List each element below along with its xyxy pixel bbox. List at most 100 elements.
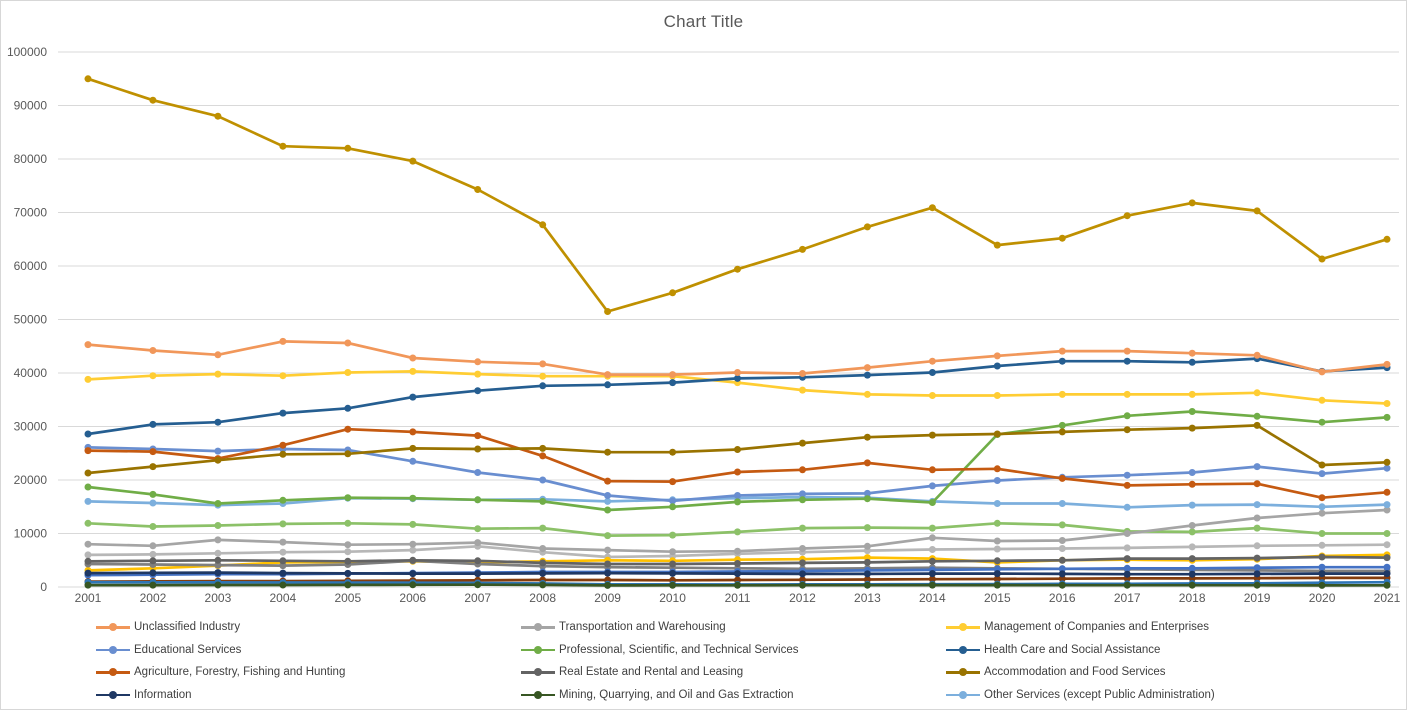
series-marker: [928, 575, 936, 583]
series-marker: [799, 439, 806, 447]
series-marker: [84, 341, 92, 349]
series-marker: [799, 581, 806, 589]
series-marker: [1318, 255, 1326, 263]
series-marker: [993, 537, 1001, 545]
series-marker: [84, 447, 92, 455]
series-marker: [799, 386, 806, 394]
legend-swatch-icon: [521, 622, 555, 632]
series-marker: [993, 392, 1001, 399]
legend-label: Information: [134, 688, 192, 701]
series-marker: [1123, 471, 1131, 479]
legend-swatch-icon: [96, 645, 130, 655]
series-marker: [149, 372, 157, 380]
y-axis-tick-label: 60000: [14, 259, 48, 273]
series-marker: [799, 559, 806, 567]
series-marker: [149, 463, 157, 471]
series-marker: [539, 559, 547, 567]
series-marker: [344, 369, 352, 376]
series-marker: [279, 569, 287, 577]
series-marker: [1188, 501, 1196, 509]
y-axis-tick-label: 30000: [14, 420, 48, 434]
series-marker: [799, 524, 806, 532]
x-axis-tick-label: 2003: [205, 591, 232, 605]
series-marker: [149, 550, 157, 558]
series-marker: [149, 448, 157, 456]
series-marker: [734, 560, 741, 567]
chart-legend: Unclassified Industry Transportation and …: [96, 616, 1376, 706]
x-axis-tick-label: 2009: [594, 591, 621, 605]
legend-label: Health Care and Social Assistance: [984, 643, 1161, 656]
series-marker: [539, 476, 547, 484]
series-marker: [863, 558, 871, 566]
series-marker: [279, 337, 287, 345]
series-marker: [1253, 542, 1261, 550]
series-marker: [214, 561, 222, 569]
series-marker: [539, 444, 547, 452]
series-marker: [604, 546, 612, 554]
series-marker: [1123, 570, 1131, 578]
series-marker: [1123, 530, 1131, 537]
series-marker: [1383, 541, 1391, 549]
series-marker: [993, 465, 1001, 473]
series-marker: [279, 548, 287, 556]
series-marker: [344, 581, 352, 589]
series-marker: [669, 581, 677, 589]
series-marker: [1188, 349, 1196, 357]
series-marker: [1253, 524, 1261, 532]
series-marker: [1058, 581, 1066, 589]
series-marker: [928, 431, 936, 439]
series-marker: [1058, 234, 1066, 242]
legend-item: Accommodation and Food Services: [946, 661, 1371, 684]
series-marker: [928, 524, 936, 532]
series-marker: [604, 532, 612, 540]
series-marker: [474, 581, 482, 589]
series-marker: [1123, 503, 1131, 511]
legend-label: Mining, Quarrying, and Oil and Gas Extra…: [559, 688, 794, 701]
series-marker: [1058, 565, 1066, 573]
series-marker: [1188, 480, 1196, 488]
legend-item: Transportation and Warehousing: [521, 616, 946, 639]
series-marker: [1383, 413, 1391, 421]
series-marker: [149, 581, 157, 589]
series-marker: [604, 581, 612, 589]
series-marker: [1058, 545, 1066, 552]
legend-swatch-icon: [521, 690, 555, 700]
series-marker: [344, 339, 352, 347]
series-marker: [1383, 563, 1391, 571]
series-marker: [1188, 564, 1196, 572]
series-marker: [928, 482, 936, 490]
series-marker: [474, 525, 482, 533]
series-marker: [1188, 390, 1196, 398]
series-marker: [1383, 570, 1391, 578]
series-marker: [409, 570, 417, 578]
x-axis-tick-label: 2013: [854, 591, 881, 605]
series-marker: [863, 576, 871, 583]
legend-swatch-icon: [946, 667, 980, 677]
series-marker: [409, 556, 417, 564]
series-marker: [669, 497, 677, 505]
series-marker: [863, 489, 871, 497]
series-marker: [214, 581, 222, 589]
series-marker: [863, 371, 871, 379]
y-axis-tick-label: 80000: [14, 152, 48, 166]
series-marker: [669, 569, 677, 577]
x-axis-tick-label: 2002: [140, 591, 167, 605]
legend-swatch-icon: [946, 645, 980, 655]
y-axis-tick-label: 40000: [14, 366, 48, 380]
series-marker: [84, 497, 92, 505]
series-marker: [1188, 522, 1196, 529]
legend-label: Professional, Scientific, and Technical …: [559, 643, 799, 656]
series-marker: [863, 581, 871, 589]
series-marker: [279, 538, 287, 546]
series-marker: [1253, 554, 1261, 562]
series-marker: [669, 560, 677, 568]
y-axis-tick-label: 70000: [14, 206, 48, 220]
series-marker: [1383, 501, 1391, 509]
legend-item: Information: [96, 684, 521, 707]
series-marker: [799, 570, 806, 578]
series-marker: [993, 477, 1001, 484]
series-marker: [799, 245, 806, 253]
series-marker: [669, 503, 677, 511]
series-marker: [993, 362, 1001, 370]
